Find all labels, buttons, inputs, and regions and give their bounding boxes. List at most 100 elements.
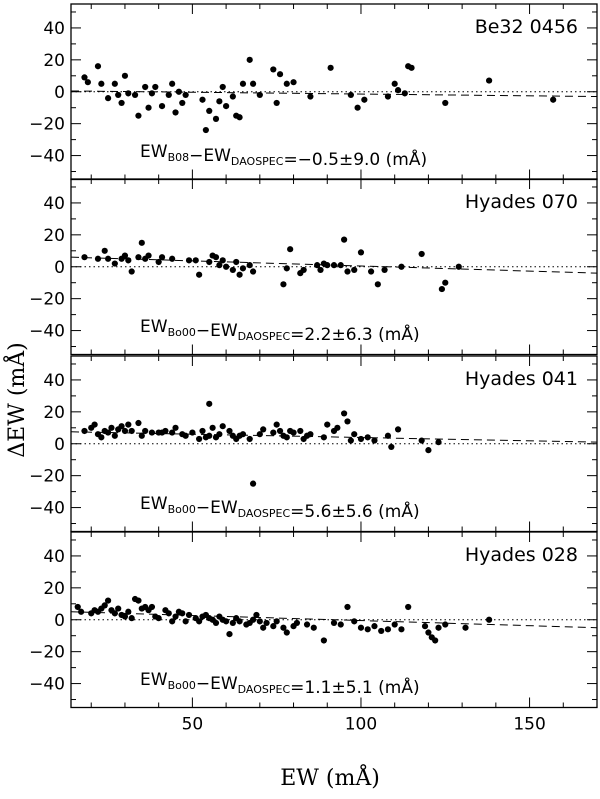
- data-point: [206, 432, 213, 439]
- data-point: [179, 610, 186, 617]
- star-label: Hyades 070: [465, 191, 578, 213]
- data-point: [145, 104, 152, 111]
- annotation-text: =5.6±5.6 (mÅ): [290, 500, 419, 522]
- annotation-text: =1.1±5.1 (mÅ): [290, 676, 419, 698]
- data-point: [94, 255, 102, 262]
- annotation-subscript: DAOSPEC: [238, 330, 291, 343]
- data-point: [118, 423, 125, 430]
- data-point: [260, 426, 267, 433]
- data-point: [347, 437, 354, 444]
- data-point: [324, 421, 331, 428]
- data-point: [398, 263, 405, 270]
- annotation-text: EW: [210, 498, 238, 518]
- data-point: [351, 266, 358, 274]
- annotation-subscript: DAOSPEC: [238, 507, 291, 520]
- y-tick-label: −40: [29, 147, 65, 167]
- panel-annotation: EWBo00−EWDAOSPEC=5.6±5.6 (mÅ): [140, 494, 420, 522]
- data-point: [199, 96, 206, 103]
- data-point: [81, 427, 88, 435]
- data-point: [121, 427, 129, 435]
- data-point: [74, 603, 81, 611]
- y-tick-label: 20: [43, 51, 65, 71]
- data-point: [212, 619, 220, 627]
- data-point: [223, 103, 230, 110]
- data-point: [249, 480, 257, 487]
- data-point: [337, 621, 344, 628]
- data-point: [135, 112, 142, 119]
- data-point: [212, 254, 220, 261]
- data-point: [142, 83, 149, 91]
- data-point: [219, 423, 226, 430]
- data-point: [357, 249, 365, 256]
- data-point: [425, 629, 432, 636]
- annotation-subscript: DAOSPEC: [231, 155, 284, 168]
- data-point: [378, 627, 385, 635]
- data-point: [270, 66, 277, 73]
- data-point: [334, 424, 341, 431]
- data-point: [418, 250, 425, 258]
- data-point: [185, 611, 193, 619]
- y-tick-label: 20: [43, 403, 65, 423]
- data-point: [145, 252, 152, 259]
- data-point: [98, 434, 105, 441]
- annotation-text: EW: [210, 321, 238, 341]
- data-point: [169, 618, 176, 625]
- y-tick-label: −20: [29, 643, 65, 663]
- data-point: [307, 93, 314, 100]
- data-point: [196, 271, 203, 278]
- data-point: [435, 624, 442, 631]
- data-point: [273, 421, 280, 428]
- data-point: [442, 279, 449, 286]
- y-tick-label: 20: [43, 226, 65, 246]
- data-point: [283, 629, 290, 636]
- data-point: [111, 610, 118, 617]
- data-point: [125, 257, 132, 264]
- data-point: [391, 621, 398, 628]
- data-point: [462, 624, 469, 631]
- annotation-text: −: [196, 321, 210, 341]
- data-point: [172, 613, 179, 620]
- data-point: [374, 281, 381, 288]
- data-point: [260, 624, 267, 631]
- data-point: [152, 83, 159, 91]
- panel-annotation: EWB08−EWDAOSPEC=−0.5±9.0 (mÅ): [140, 142, 427, 170]
- data-point: [354, 104, 361, 111]
- data-point: [371, 623, 378, 630]
- y-tick-label: −40: [29, 499, 65, 519]
- data-point: [128, 268, 135, 275]
- data-point: [357, 435, 365, 443]
- data-point: [226, 427, 233, 435]
- annotation-text: EW: [140, 142, 168, 162]
- data-point: [162, 427, 169, 435]
- data-point: [256, 431, 263, 438]
- data-point: [202, 126, 209, 134]
- data-point: [367, 268, 375, 275]
- data-point: [394, 87, 402, 94]
- data-point: [270, 429, 277, 436]
- annotation-text: EW: [140, 494, 168, 514]
- data-point: [229, 93, 236, 100]
- y-tick-label: −20: [29, 290, 65, 310]
- data-point: [148, 90, 156, 97]
- data-point: [249, 80, 257, 87]
- data-point: [229, 619, 236, 627]
- annotation-text: =−0.5±9.0 (mÅ): [283, 148, 427, 170]
- data-point: [169, 255, 176, 262]
- annotation-subscript: Bo00: [168, 326, 196, 339]
- data-point: [293, 619, 301, 627]
- data-point: [81, 74, 88, 81]
- data-point: [135, 597, 142, 604]
- data-point: [219, 257, 226, 264]
- data-point: [182, 432, 189, 439]
- data-point: [138, 432, 145, 439]
- data-point: [246, 262, 253, 269]
- star-label: Hyades 041: [465, 368, 578, 390]
- x-axis-title: EW (mÅ): [280, 763, 380, 791]
- data-point: [280, 281, 287, 288]
- data-point: [371, 437, 378, 444]
- data-point: [128, 427, 135, 435]
- data-point: [216, 431, 223, 438]
- data-point: [310, 624, 317, 631]
